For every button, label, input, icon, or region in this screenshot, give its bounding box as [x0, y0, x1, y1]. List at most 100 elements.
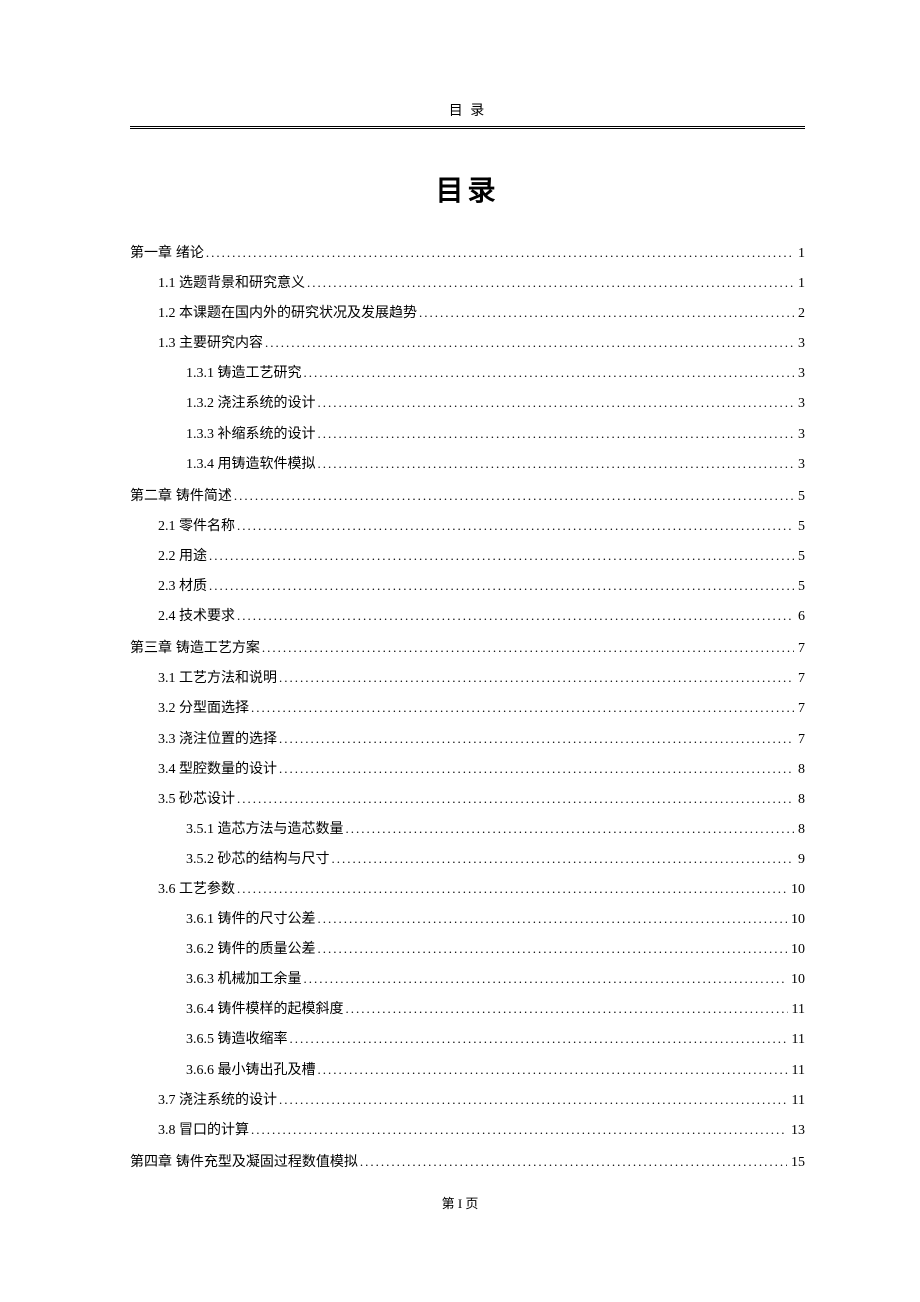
toc-entry-page: 5	[796, 542, 805, 572]
toc-entry-label: 3.3 浇注位置的选择	[158, 725, 277, 755]
toc-dot-leader	[318, 905, 788, 935]
toc-entry: 1.3.4 用铸造软件模拟3	[130, 450, 805, 480]
page-footer: 第 I 页	[0, 1193, 920, 1212]
toc-entry: 3.6.4 铸件模样的起模斜度 11	[130, 995, 805, 1025]
toc-entry-label: 1.3 主要研究内容	[158, 329, 263, 359]
toc-dot-leader	[307, 269, 794, 299]
toc-entry: 3.6 工艺参数 10	[130, 875, 805, 905]
toc-entry: 3.8 冒口的计算 13	[130, 1116, 805, 1146]
toc-dot-leader	[237, 785, 794, 815]
toc-entry-label: 2.1 零件名称	[158, 512, 235, 542]
toc-dot-leader	[419, 299, 794, 329]
toc-entry: 3.2 分型面选择 7	[130, 694, 805, 724]
toc-entry-label: 3.5 砂芯设计	[158, 785, 235, 815]
toc-dot-leader	[346, 815, 795, 845]
toc-dot-leader	[262, 634, 794, 664]
toc-entry-label: 3.6.1 铸件的尺寸公差	[186, 905, 316, 935]
toc-entry-page: 15	[789, 1148, 805, 1178]
toc-entry-label: 3.6.2 铸件的质量公差	[186, 935, 316, 965]
toc-entry-page: 3	[796, 389, 805, 419]
toc-dot-leader	[206, 239, 794, 269]
toc-entry-page: 11	[790, 995, 805, 1025]
toc-entry-page: 10	[789, 935, 805, 965]
toc-entry-label: 3.4 型腔数量的设计	[158, 755, 277, 785]
toc-entry-label: 3.8 冒口的计算	[158, 1116, 249, 1146]
toc-entry-label: 3.2 分型面选择	[158, 694, 249, 724]
toc-entry-page: 6	[796, 602, 805, 632]
toc-entry: 1.3.1 铸造工艺研究 3	[130, 359, 805, 389]
toc-dot-leader	[332, 845, 795, 875]
toc-entry: 3.6.3 机械加工余量10	[130, 965, 805, 995]
toc-entry-page: 13	[789, 1116, 805, 1146]
toc-entry-label: 第四章 铸件充型及凝固过程数值模拟	[130, 1146, 358, 1176]
toc-entry-label: 3.5.1 造芯方法与造芯数量	[186, 815, 344, 845]
toc-entry-page: 1	[796, 269, 805, 299]
toc-dot-leader	[279, 664, 794, 694]
toc-entry-page: 9	[796, 845, 805, 875]
toc-entry-page: 5	[796, 572, 805, 602]
toc-entry: 3.3 浇注位置的选择 7	[130, 725, 805, 755]
toc-entry: 2.1 零件名称 5	[130, 512, 805, 542]
toc-entry-label: 1.3.1 铸造工艺研究	[186, 359, 302, 389]
toc-entry-page: 8	[796, 785, 805, 815]
toc-entry: 1.3.2 浇注系统的设计 3	[130, 389, 805, 419]
toc-entry: 1.3.3 补缩系统的设计 3	[130, 420, 805, 450]
toc-entry-page: 8	[796, 755, 805, 785]
toc-dot-leader	[304, 359, 795, 389]
toc-dot-leader	[265, 329, 794, 359]
toc-entry-page: 10	[789, 875, 805, 905]
toc-entry-label: 2.2 用途	[158, 542, 207, 572]
table-of-contents: 第一章 绪论11.1 选题背景和研究意义 1 1.2 本课题在国内外的研究状况及发展…	[130, 237, 805, 1178]
toc-entry-page: 10	[789, 965, 805, 995]
toc-entry-label: 1.3.2 浇注系统的设计	[186, 389, 316, 419]
toc-entry: 3.5.2 砂芯的结构与尺寸9	[130, 845, 805, 875]
toc-entry: 1.1 选题背景和研究意义 1	[130, 269, 805, 299]
toc-dot-leader	[279, 755, 794, 785]
toc-entry-page: 11	[790, 1086, 805, 1116]
toc-dot-leader	[279, 725, 794, 755]
toc-entry: 2.3 材质 5	[130, 572, 805, 602]
toc-dot-leader	[304, 965, 788, 995]
toc-entry-label: 1.2 本课题在国内外的研究状况及发展趋势	[158, 299, 417, 329]
toc-entry-page: 3	[796, 420, 805, 450]
toc-entry-page: 7	[796, 725, 805, 755]
toc-entry: 2.2 用途 5	[130, 542, 805, 572]
toc-dot-leader	[237, 875, 787, 905]
toc-entry: 第一章 绪论1	[130, 237, 805, 269]
toc-entry-label: 1.3.4 用铸造软件模拟	[186, 450, 316, 480]
toc-dot-leader	[251, 1116, 787, 1146]
toc-dot-leader	[318, 450, 795, 480]
toc-entry-page: 7	[796, 664, 805, 694]
toc-entry-page: 2	[796, 299, 805, 329]
toc-entry: 3.4 型腔数量的设计 8	[130, 755, 805, 785]
toc-dot-leader	[209, 542, 794, 572]
page-title: 目录	[130, 169, 805, 209]
toc-entry-label: 3.6.6 最小铸出孔及槽	[186, 1056, 316, 1086]
toc-entry-label: 3.6 工艺参数	[158, 875, 235, 905]
toc-dot-leader	[318, 1056, 788, 1086]
toc-entry-page: 5	[796, 512, 805, 542]
toc-entry: 3.6.1 铸件的尺寸公差10	[130, 905, 805, 935]
toc-dot-leader	[318, 389, 795, 419]
toc-entry-page: 3	[796, 359, 805, 389]
toc-entry-page: 3	[796, 329, 805, 359]
toc-dot-leader	[318, 935, 788, 965]
toc-dot-leader	[290, 1025, 788, 1055]
toc-entry-page: 7	[796, 694, 805, 724]
toc-entry-label: 3.6.4 铸件模样的起模斜度	[186, 995, 344, 1025]
toc-entry: 第三章 铸造工艺方案7	[130, 632, 805, 664]
toc-dot-leader	[360, 1148, 787, 1178]
toc-entry-label: 3.6.5 铸造收缩率	[186, 1025, 288, 1055]
toc-dot-leader	[346, 995, 788, 1025]
toc-dot-leader	[237, 602, 794, 632]
toc-entry-page: 11	[790, 1025, 805, 1055]
header-divider	[130, 126, 805, 129]
toc-entry: 1.3 主要研究内容 3	[130, 329, 805, 359]
toc-entry-label: 2.3 材质	[158, 572, 207, 602]
toc-entry-label: 1.1 选题背景和研究意义	[158, 269, 305, 299]
toc-entry-page: 7	[796, 634, 805, 664]
toc-dot-leader	[237, 512, 794, 542]
toc-entry: 3.5.1 造芯方法与造芯数量8	[130, 815, 805, 845]
toc-entry: 第四章 铸件充型及凝固过程数值模拟 15	[130, 1146, 805, 1178]
toc-entry-label: 1.3.3 补缩系统的设计	[186, 420, 316, 450]
